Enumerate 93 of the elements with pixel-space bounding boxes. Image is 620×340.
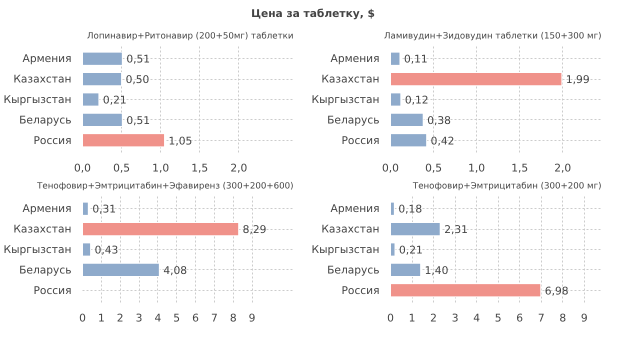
bar xyxy=(390,202,395,216)
x-tick-label: 2 xyxy=(116,312,124,324)
x-tick-label: 5 xyxy=(494,312,502,324)
x-tick-label: 1,0 xyxy=(152,162,170,174)
y-tick-label: Беларусь xyxy=(19,113,72,126)
bar xyxy=(390,133,428,148)
x-tick-label: 6 xyxy=(192,312,200,324)
x-tick-label: 1,0 xyxy=(468,162,486,174)
bar xyxy=(390,52,400,66)
bar xyxy=(82,52,123,66)
bar xyxy=(390,72,562,86)
x-tick-label: 0,5 xyxy=(425,162,442,174)
y-tick-label: Россия xyxy=(34,284,72,297)
x-tick-label: 1,5 xyxy=(191,162,208,174)
x-tick-label: 4 xyxy=(473,312,480,324)
text: Цена за таблетку, $ xyxy=(250,6,376,22)
chart-title: Тенофовир+Эмтрицитабин+Эфавиренз (300+200+600) xyxy=(36,182,294,192)
chart-title: Ламивудин+Зидовудин таблетки (150+300 мг) xyxy=(384,32,602,42)
data-label: 0,12 xyxy=(404,94,429,106)
chart-title: Лопинавир+Ритонавир (200+50мг) таблетки xyxy=(87,32,294,42)
y-tick-label: Казахстан xyxy=(321,72,380,86)
y-tick-label: Беларусь xyxy=(327,113,380,126)
bar xyxy=(390,112,424,128)
data-label: 6,98 xyxy=(544,284,569,298)
y-tick-label: Кыргызстан xyxy=(312,93,380,106)
x-tick-label: 0 xyxy=(79,312,86,324)
bar xyxy=(82,202,89,216)
x-tick-label: 1,5 xyxy=(511,162,528,174)
bar xyxy=(82,262,160,278)
data-label: 0,11 xyxy=(404,52,428,66)
y-tick-label: Казахстан xyxy=(321,222,380,236)
data-label: 0,50 xyxy=(126,73,150,86)
x-tick-label: 1 xyxy=(408,312,416,324)
data-label: 0,42 xyxy=(430,134,454,148)
y-tick-label: Армения xyxy=(22,202,72,216)
x-tick-label: 7 xyxy=(210,312,218,324)
y-tick-label: Армения xyxy=(330,52,380,66)
bar xyxy=(82,222,240,236)
x-tick-label: 1 xyxy=(98,312,105,324)
data-label: 0,51 xyxy=(126,114,150,127)
x-tick-label: 9 xyxy=(248,312,256,324)
bar xyxy=(82,133,166,148)
y-tick-label: Казахстан xyxy=(13,222,72,236)
bar xyxy=(390,222,441,236)
chart-title: Тенофовир+Эмтрицитабин (300+200 мг) xyxy=(412,182,602,192)
y-tick-label: Беларусь xyxy=(19,263,72,276)
y-tick-label: Армения xyxy=(330,202,380,216)
bar xyxy=(390,242,396,257)
data-label: 0,18 xyxy=(398,202,422,216)
data-label: 0,21 xyxy=(399,244,423,256)
y-tick-label: Казахстан xyxy=(13,72,72,86)
y-tick-label: Кыргызстан xyxy=(4,93,72,106)
y-tick-label: Россия xyxy=(342,284,380,297)
bar xyxy=(82,92,100,107)
x-tick-label: 7 xyxy=(538,312,545,324)
y-tick-label: Армения xyxy=(22,52,72,66)
x-tick-label: 2 xyxy=(430,312,437,324)
bar xyxy=(390,262,422,278)
y-tick-label: Кыргызстан xyxy=(312,243,380,256)
data-label: 0,51 xyxy=(126,52,150,66)
data-label: 2,31 xyxy=(444,223,468,236)
x-tick-label: 5 xyxy=(173,312,180,324)
data-label: 1,05 xyxy=(168,134,192,148)
bar xyxy=(82,112,123,128)
x-tick-label: 0,5 xyxy=(113,162,130,174)
bar xyxy=(390,283,542,298)
bar xyxy=(82,72,122,86)
data-label: 1,99 xyxy=(566,73,590,86)
x-tick-label: 0,0 xyxy=(74,162,92,174)
x-tick-label: 2,0 xyxy=(554,162,572,174)
data-label: 0,21 xyxy=(102,94,127,106)
data-label: 0,43 xyxy=(94,244,118,256)
x-tick-label: 8 xyxy=(559,312,566,324)
bar xyxy=(82,242,92,257)
data-label: 4,08 xyxy=(163,264,188,277)
y-tick-label: Беларусь xyxy=(327,263,380,276)
x-tick-label: 6 xyxy=(516,312,524,324)
data-label: 0,31 xyxy=(92,202,116,216)
data-label: 1,40 xyxy=(424,264,449,277)
y-tick-label: Кыргызстан xyxy=(4,243,72,256)
x-tick-label: 8 xyxy=(230,312,237,324)
data-label: 8,29 xyxy=(242,223,267,236)
x-tick-label: 4 xyxy=(154,312,162,324)
x-tick-label: 2,0 xyxy=(230,162,248,174)
y-tick-label: Россия xyxy=(34,134,72,147)
data-label: 0,38 xyxy=(427,114,452,127)
x-tick-label: 0 xyxy=(387,312,394,324)
x-tick-label: 3 xyxy=(452,312,458,324)
x-tick-label: 0,0 xyxy=(382,162,400,174)
y-tick-label: Россия xyxy=(342,134,380,147)
x-tick-label: 9 xyxy=(580,312,588,324)
x-tick-label: 3 xyxy=(136,312,142,324)
bar xyxy=(390,92,402,107)
